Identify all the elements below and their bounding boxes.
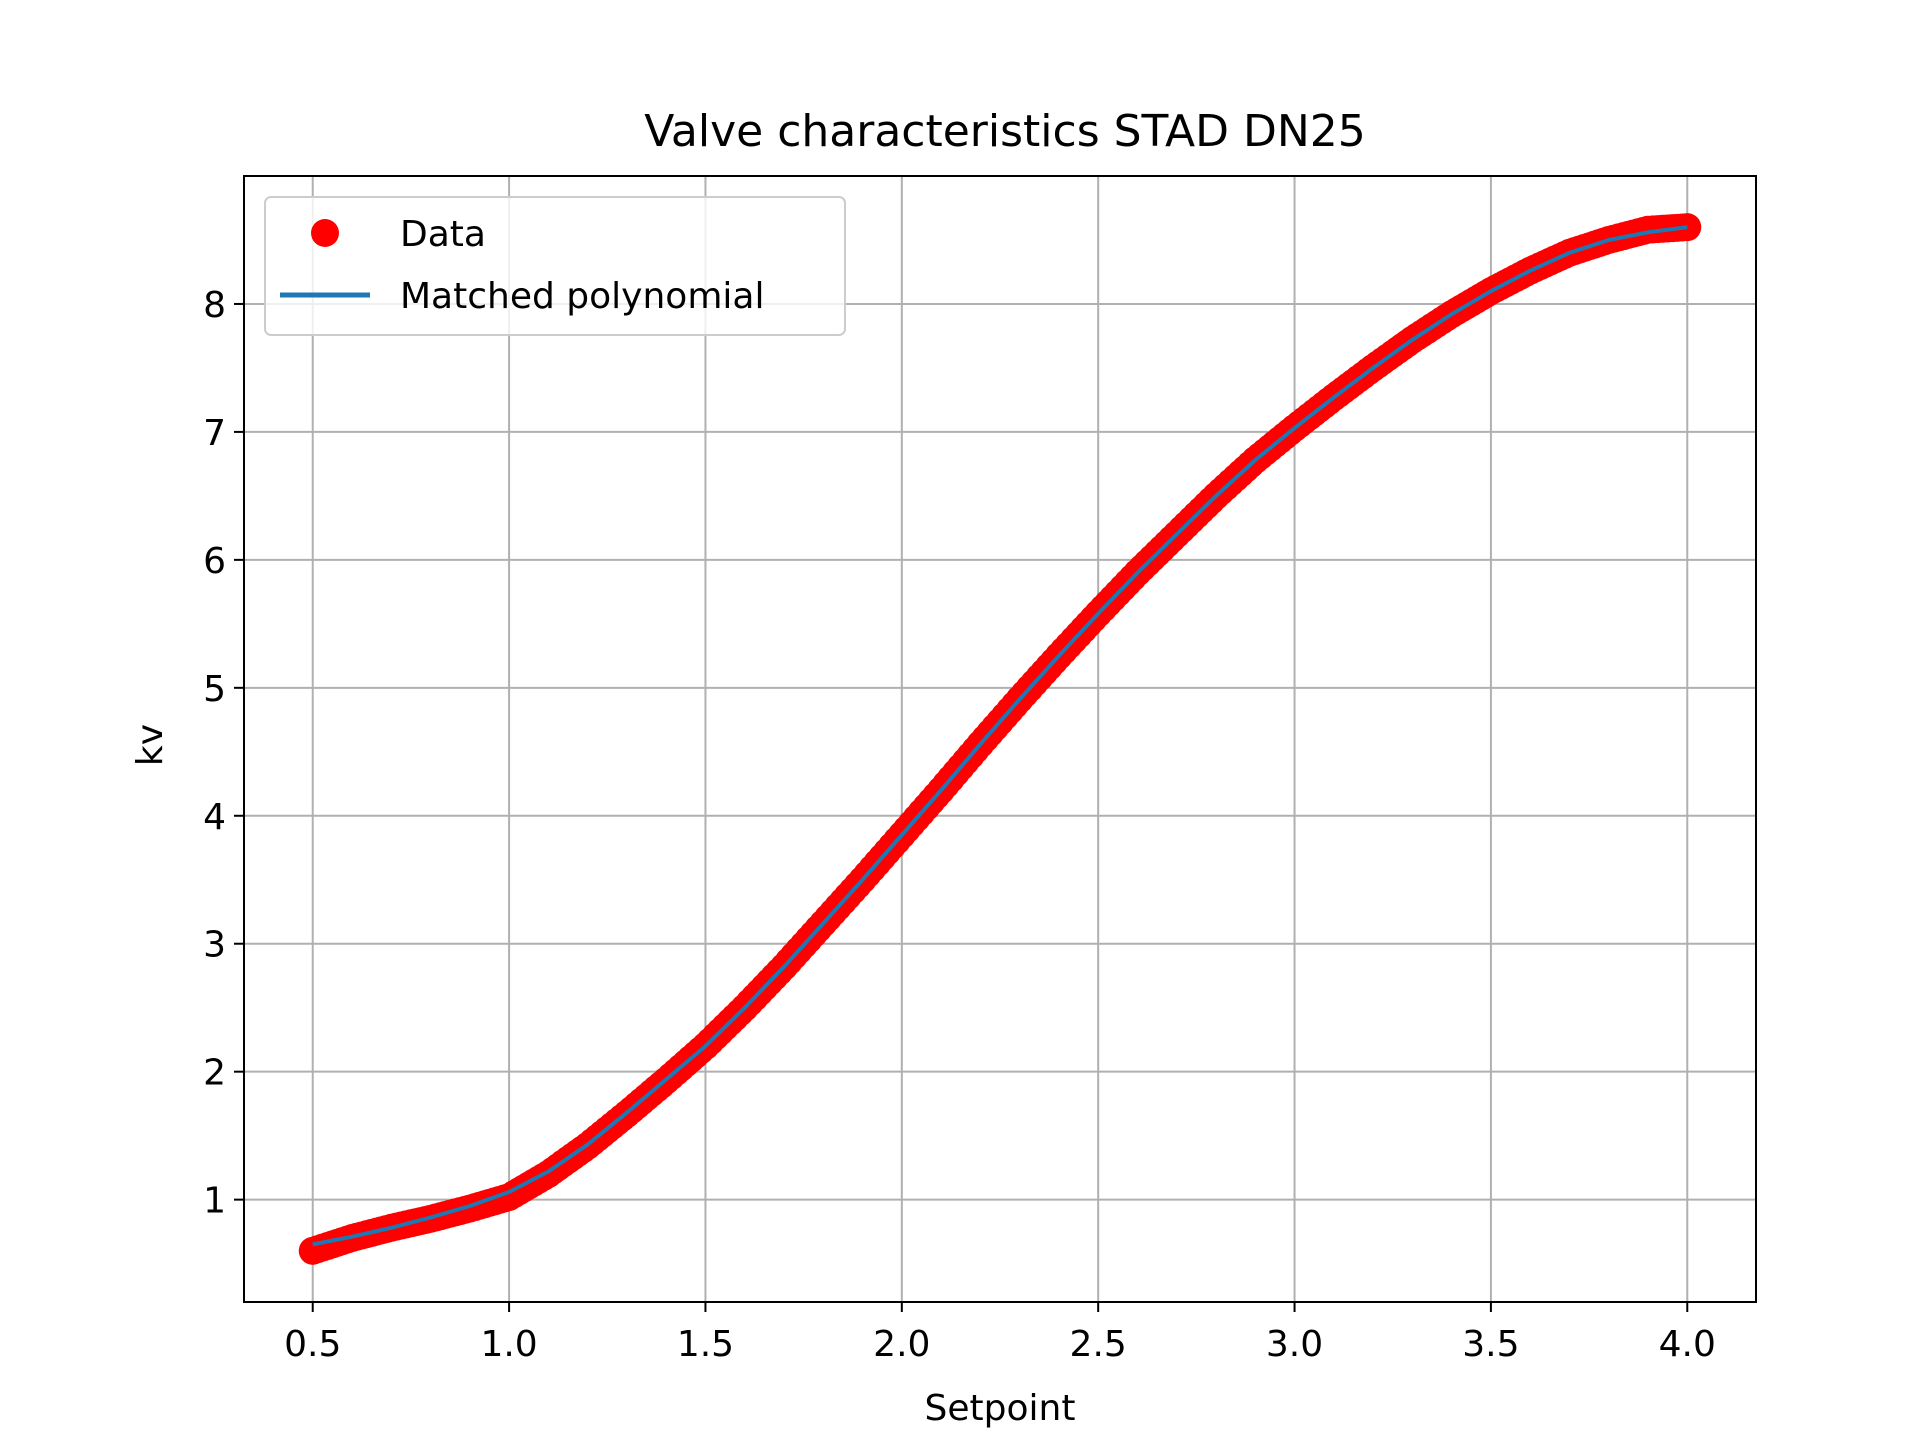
x-tick-label: 1.0	[480, 1324, 537, 1365]
y-tick-label: 7	[203, 413, 226, 454]
y-tick-label: 8	[203, 285, 226, 326]
y-axis-ticks: 1 2 3 4 5 6 7 8	[203, 285, 244, 1222]
x-axis-label: Setpoint	[925, 1388, 1076, 1429]
x-axis-ticks: 0.5 1.0 1.5 2.0 2.5 3.0 3.5 4.0	[284, 1302, 1716, 1365]
legend-marker-data	[311, 219, 339, 247]
y-axis-label: kv	[130, 724, 171, 766]
polynomial-line	[312, 225, 1688, 1247]
y-tick-label: 5	[203, 669, 226, 710]
y-tick-label: 2	[203, 1053, 226, 1094]
x-tick-label: 3.0	[1266, 1324, 1323, 1365]
x-tick-label: 3.5	[1462, 1324, 1519, 1365]
y-tick-label: 1	[203, 1181, 226, 1222]
y-tick-label: 4	[203, 797, 226, 838]
x-tick-label: 2.5	[1070, 1324, 1127, 1365]
fit-line	[312, 225, 1688, 1247]
chart-title: Valve characteristics STAD DN25	[644, 106, 1366, 157]
legend-box	[264, 196, 846, 336]
x-tick-label: 4.0	[1659, 1324, 1716, 1365]
x-tick-label: 0.5	[284, 1324, 341, 1365]
x-tick-label: 2.0	[873, 1324, 930, 1365]
y-tick-label: 6	[203, 541, 226, 582]
grid	[244, 176, 1756, 1302]
y-tick-label: 3	[203, 925, 226, 966]
legend-label-data: Data	[400, 214, 486, 255]
legend: Data Matched polynomial	[264, 196, 846, 336]
legend-label-polynomial: Matched polynomial	[400, 276, 764, 317]
plot-frame	[243, 175, 1757, 1303]
x-tick-label: 1.5	[677, 1324, 734, 1365]
